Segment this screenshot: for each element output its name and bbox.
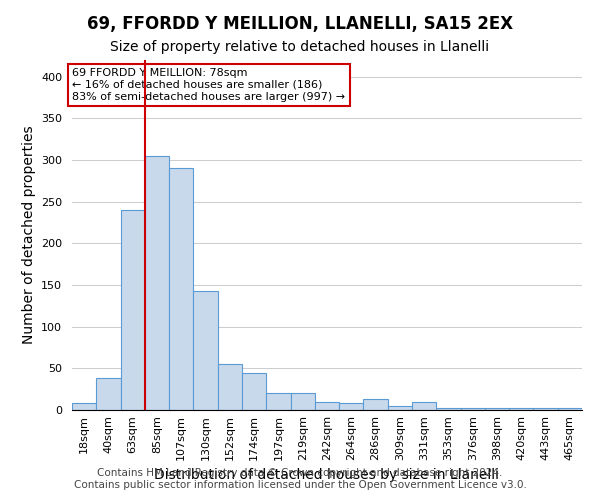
- Bar: [436, 408, 461, 410]
- Bar: [388, 406, 412, 410]
- Bar: [121, 210, 145, 410]
- Bar: [412, 402, 436, 410]
- X-axis label: Distribution of detached houses by size in Llanelli: Distribution of detached houses by size …: [155, 468, 499, 482]
- Bar: [96, 378, 121, 410]
- Bar: [266, 394, 290, 410]
- Bar: [290, 394, 315, 410]
- Text: Contains HM Land Registry data © Crown copyright and database right 2024.
Contai: Contains HM Land Registry data © Crown c…: [74, 468, 526, 490]
- Bar: [364, 399, 388, 410]
- Bar: [315, 402, 339, 410]
- Bar: [193, 291, 218, 410]
- Bar: [72, 404, 96, 410]
- Bar: [339, 404, 364, 410]
- Bar: [145, 156, 169, 410]
- Bar: [509, 408, 533, 410]
- Bar: [558, 408, 582, 410]
- Bar: [533, 408, 558, 410]
- Text: Size of property relative to detached houses in Llanelli: Size of property relative to detached ho…: [110, 40, 490, 54]
- Bar: [461, 408, 485, 410]
- Bar: [169, 168, 193, 410]
- Bar: [218, 364, 242, 410]
- Bar: [485, 408, 509, 410]
- Text: 69, FFORDD Y MEILLION, LLANELLI, SA15 2EX: 69, FFORDD Y MEILLION, LLANELLI, SA15 2E…: [87, 15, 513, 33]
- Bar: [242, 372, 266, 410]
- Y-axis label: Number of detached properties: Number of detached properties: [22, 126, 35, 344]
- Text: 69 FFORDD Y MEILLION: 78sqm
← 16% of detached houses are smaller (186)
83% of se: 69 FFORDD Y MEILLION: 78sqm ← 16% of det…: [72, 68, 345, 102]
